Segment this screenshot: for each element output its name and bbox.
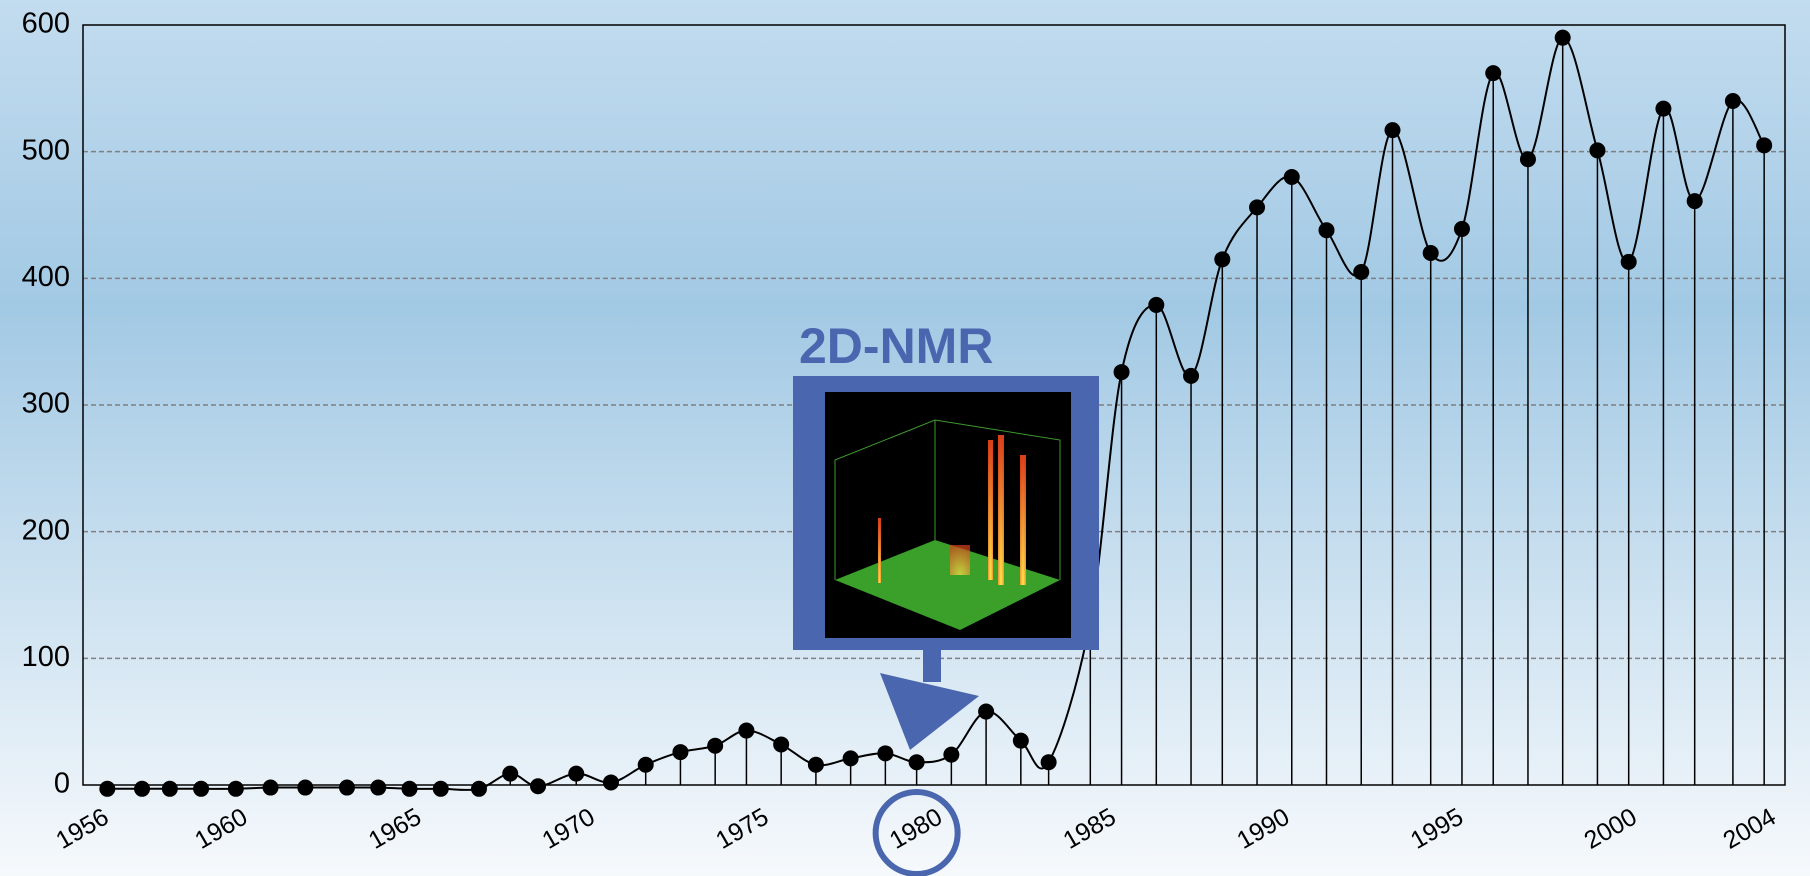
marker xyxy=(1183,367,1200,384)
marker xyxy=(807,756,824,773)
marker xyxy=(227,780,244,797)
plot-frame xyxy=(82,24,1786,786)
annotation: 2D-NMR xyxy=(793,318,1099,750)
marker xyxy=(877,745,894,762)
y-tick-label: 400 xyxy=(22,261,70,293)
marker xyxy=(602,774,619,791)
nmr-peak xyxy=(988,440,993,580)
marker xyxy=(908,754,925,771)
marker xyxy=(773,736,790,753)
marker xyxy=(161,780,178,797)
y-tick-label: 600 xyxy=(22,8,70,40)
marker xyxy=(502,765,519,782)
marker xyxy=(470,780,487,797)
marker xyxy=(1353,264,1370,280)
y-tick-label: 200 xyxy=(22,514,70,546)
marker xyxy=(338,779,355,796)
marker xyxy=(672,744,689,761)
marker xyxy=(707,737,724,754)
marker xyxy=(1384,122,1401,139)
y-tick-label: 500 xyxy=(22,134,70,166)
marker xyxy=(1756,137,1773,154)
marker xyxy=(1589,142,1606,159)
marker xyxy=(637,756,654,773)
marker xyxy=(1686,193,1703,210)
marker xyxy=(1214,251,1231,268)
y-tick-label: 300 xyxy=(22,388,70,420)
tick-highlight xyxy=(872,789,961,876)
marker xyxy=(568,765,585,782)
marker xyxy=(370,779,387,796)
marker xyxy=(842,750,859,767)
y-tick-label: 100 xyxy=(22,641,70,673)
nmr-peak xyxy=(1020,455,1026,585)
marker xyxy=(1148,296,1165,313)
marker xyxy=(401,780,418,797)
annotation-label: 2D-NMR xyxy=(799,318,993,374)
marker xyxy=(1620,253,1637,270)
marker xyxy=(193,780,210,797)
marker xyxy=(738,722,755,739)
marker xyxy=(297,779,314,796)
marker xyxy=(262,779,279,796)
marker xyxy=(134,780,151,797)
marker xyxy=(1655,100,1672,117)
marker xyxy=(1113,364,1130,381)
marker xyxy=(1485,65,1502,82)
marker xyxy=(1724,93,1741,109)
marker xyxy=(978,703,995,720)
marker xyxy=(432,780,449,797)
arrow-head xyxy=(880,673,979,750)
nmr-peak xyxy=(998,435,1004,585)
marker xyxy=(1453,220,1470,237)
marker xyxy=(1283,169,1300,185)
marker xyxy=(1318,222,1335,239)
marker xyxy=(99,780,116,797)
marker xyxy=(1422,245,1439,261)
arrow-shaft xyxy=(923,650,941,682)
marker xyxy=(1040,754,1057,771)
nmr-peak xyxy=(878,518,881,583)
marker xyxy=(1519,151,1536,168)
marker xyxy=(1012,732,1029,749)
marker xyxy=(1249,199,1266,216)
marker xyxy=(530,778,547,795)
y-tick-label: 0 xyxy=(54,768,70,800)
marker xyxy=(943,746,960,763)
marker xyxy=(1554,29,1571,46)
nmr-peak xyxy=(950,545,970,575)
